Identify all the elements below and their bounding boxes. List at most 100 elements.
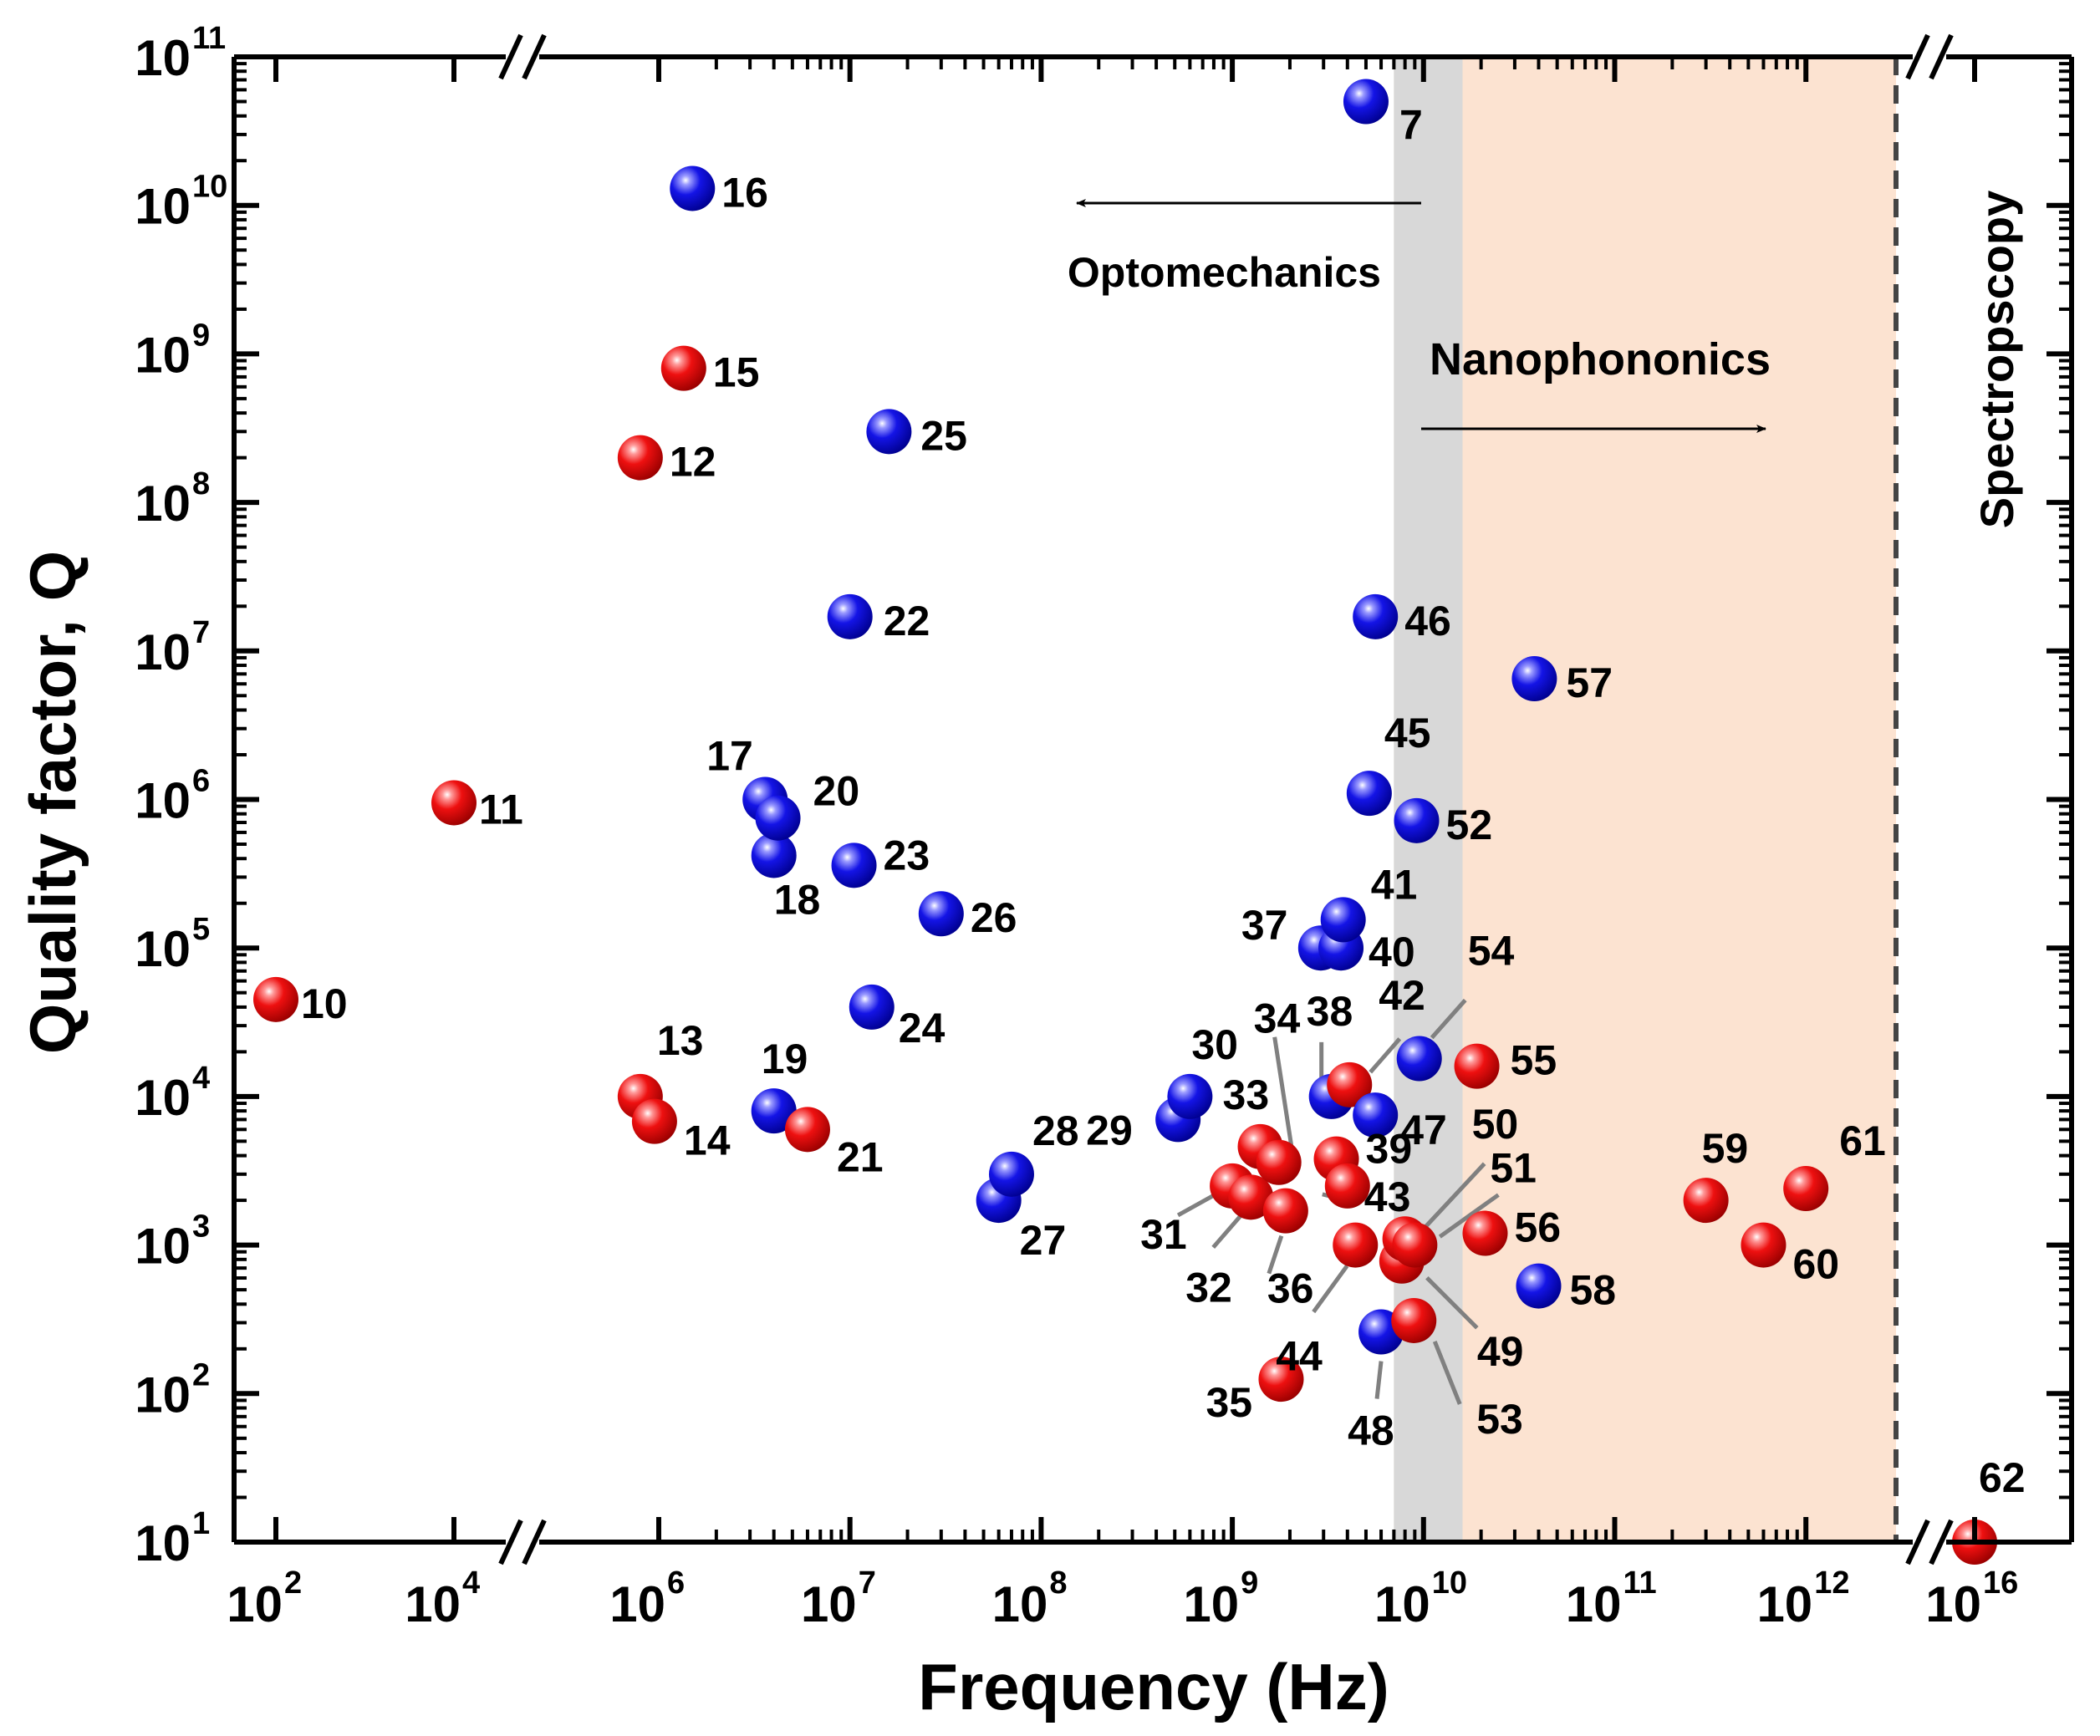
y-tick-label: 10 bbox=[135, 327, 191, 383]
data-point-label-28: 28 bbox=[1032, 1107, 1079, 1154]
data-point-label-49: 49 bbox=[1477, 1328, 1524, 1375]
leader-line-31 bbox=[1176, 1192, 1217, 1218]
data-point-label-61: 61 bbox=[1839, 1117, 1886, 1164]
data-point-59 bbox=[1683, 1178, 1729, 1224]
data-point-58 bbox=[1516, 1263, 1562, 1309]
data-point-label-36: 36 bbox=[1267, 1265, 1314, 1312]
break-mark-0-1-0 bbox=[498, 1519, 523, 1565]
data-point-label-41: 41 bbox=[1371, 861, 1418, 908]
x-tick-label-exponent: 2 bbox=[284, 1565, 302, 1601]
x-tick-label: 10 bbox=[1183, 1576, 1239, 1632]
x-tick-label-exponent: 9 bbox=[1241, 1565, 1258, 1601]
y-tick-label: 10 bbox=[135, 476, 191, 532]
x-tick-label-exponent: 6 bbox=[667, 1565, 685, 1601]
data-point-11 bbox=[431, 780, 477, 826]
data-point-label-14: 14 bbox=[684, 1117, 731, 1164]
data-point-7 bbox=[1343, 79, 1389, 125]
x-tick-label-exponent: 4 bbox=[462, 1565, 480, 1601]
data-point-55 bbox=[1454, 1043, 1500, 1089]
data-point-label-57: 57 bbox=[1566, 659, 1613, 706]
data-point-45 bbox=[1346, 771, 1392, 817]
data-point-label-31: 31 bbox=[1140, 1211, 1187, 1258]
break-mark-0-0-0 bbox=[498, 33, 523, 80]
data-point-label-58: 58 bbox=[1569, 1267, 1616, 1314]
y-tick-label: 10 bbox=[135, 1219, 191, 1275]
y-tick-label-exponent: 1 bbox=[192, 1506, 210, 1541]
data-point-label-60: 60 bbox=[1792, 1241, 1839, 1288]
y-tick-label-exponent: 10 bbox=[192, 170, 227, 205]
y-tick-label: 10 bbox=[135, 1070, 191, 1126]
spectroscopy-label: Spectropscopy bbox=[1970, 191, 2023, 529]
data-point-label-34: 34 bbox=[1254, 995, 1301, 1042]
data-point-label-23: 23 bbox=[884, 832, 930, 878]
data-point-label-37: 37 bbox=[1241, 902, 1288, 949]
overlap-region bbox=[1394, 57, 1463, 1542]
y-tick-label-exponent: 8 bbox=[192, 466, 210, 501]
data-point-36 bbox=[1262, 1188, 1308, 1234]
x-tick-label: 10 bbox=[405, 1576, 461, 1632]
x-tick-label: 10 bbox=[992, 1576, 1048, 1632]
leader-lines bbox=[1176, 998, 1500, 1405]
y-tick-label-exponent: 6 bbox=[192, 764, 210, 799]
nanophononics-label: Nanophononics bbox=[1430, 334, 1771, 384]
data-point-label-38: 38 bbox=[1307, 988, 1353, 1035]
data-point-label-26: 26 bbox=[971, 894, 1017, 941]
break-mark-1-0-1 bbox=[1929, 33, 1954, 80]
y-tick-label-exponent: 5 bbox=[192, 912, 210, 947]
point-labels: 7 10 11 12 13 14 15 16 17 18 19 20 21 22 23 24 25 26 27 28 2… bbox=[301, 101, 2026, 1501]
data-point-52 bbox=[1394, 797, 1440, 843]
data-point-16 bbox=[670, 165, 716, 211]
data-point-28 bbox=[988, 1151, 1034, 1197]
y-tick-label-exponent: 9 bbox=[192, 318, 210, 353]
data-point-19 bbox=[751, 1088, 797, 1134]
x-tick-label: 10 bbox=[1756, 1576, 1812, 1632]
data-point-label-55: 55 bbox=[1511, 1037, 1557, 1084]
data-point-10 bbox=[253, 976, 298, 1022]
data-point-35 bbox=[1258, 1357, 1304, 1403]
break-mark-1-0-0 bbox=[1905, 33, 1930, 80]
y-tick-label-exponent: 2 bbox=[192, 1357, 210, 1392]
data-point-57 bbox=[1511, 656, 1557, 702]
axis-break-marks bbox=[498, 33, 1954, 1565]
data-point-label-44: 44 bbox=[1276, 1333, 1323, 1380]
data-point-12 bbox=[617, 435, 663, 481]
data-point-43 bbox=[1324, 1163, 1370, 1209]
data-point-label-47: 47 bbox=[1400, 1107, 1447, 1153]
y-tick-label: 10 bbox=[135, 921, 191, 977]
data-point-label-40: 40 bbox=[1369, 929, 1415, 975]
data-point-label-54: 54 bbox=[1468, 928, 1515, 975]
x-tick-label-exponent: 12 bbox=[1814, 1565, 1849, 1601]
y-tick-label: 10 bbox=[135, 1367, 191, 1423]
leader-line-50 bbox=[1424, 1162, 1486, 1228]
leader-line-48 bbox=[1374, 1361, 1384, 1399]
x-tick-label-exponent: 11 bbox=[1623, 1565, 1657, 1601]
data-point-label-24: 24 bbox=[899, 1005, 946, 1051]
y-tick-label: 10 bbox=[135, 624, 191, 680]
y-tick-label-exponent: 4 bbox=[192, 1061, 210, 1096]
data-point-54 bbox=[1396, 1036, 1442, 1082]
data-point-label-19: 19 bbox=[762, 1036, 808, 1082]
data-point-label-53: 53 bbox=[1476, 1396, 1523, 1443]
data-point-23 bbox=[831, 843, 877, 888]
data-point-label-50: 50 bbox=[1472, 1101, 1519, 1148]
y-tick-label: 10 bbox=[135, 30, 191, 86]
break-mark-1-1-0 bbox=[1905, 1519, 1930, 1565]
data-point-label-32: 32 bbox=[1185, 1264, 1232, 1311]
leader-line-32 bbox=[1211, 1214, 1243, 1249]
nanophononics-region bbox=[1394, 57, 1896, 1542]
data-point-label-13: 13 bbox=[657, 1017, 704, 1064]
y-axis-title: Quality factor, Q bbox=[16, 551, 89, 1054]
data-point-25 bbox=[866, 409, 912, 455]
data-point-label-42: 42 bbox=[1379, 972, 1425, 1019]
break-mark-0-0-1 bbox=[522, 33, 547, 80]
data-point-53 bbox=[1391, 1297, 1437, 1343]
y-tick-label: 10 bbox=[135, 1515, 191, 1571]
leader-line-49 bbox=[1425, 1276, 1479, 1330]
data-points bbox=[253, 79, 1997, 1565]
y-tick-label-exponent: 7 bbox=[192, 615, 210, 650]
x-tick-label: 10 bbox=[1566, 1576, 1622, 1632]
x-tick-label: 10 bbox=[609, 1576, 665, 1632]
x-tick-label: 10 bbox=[1374, 1576, 1430, 1632]
data-point-label-20: 20 bbox=[813, 768, 860, 815]
